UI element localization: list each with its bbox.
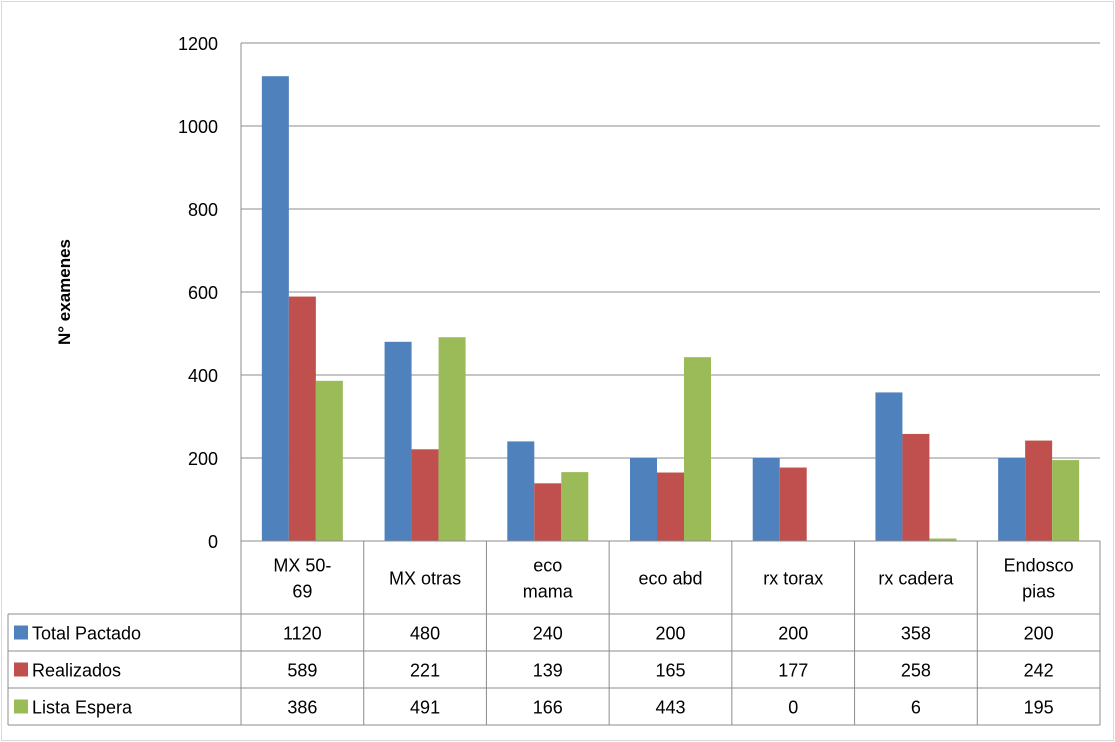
bar [929, 538, 957, 541]
data-label: 443 [655, 698, 685, 718]
data-label: 200 [778, 624, 808, 644]
x-tick-label: mama [523, 582, 574, 602]
x-tick-label: rx cadera [878, 569, 954, 589]
data-label: 358 [901, 624, 931, 644]
y-tick-label: 1000 [178, 117, 218, 137]
bar [507, 441, 535, 541]
x-tick-label: eco [533, 556, 562, 576]
bar [288, 296, 316, 541]
bar [411, 449, 439, 541]
data-label: 195 [1024, 698, 1054, 718]
data-label: 200 [655, 624, 685, 644]
data-label: 0 [788, 698, 798, 718]
bar [875, 392, 903, 541]
bar [534, 483, 562, 541]
bars [261, 76, 1080, 541]
data-label: 6 [911, 698, 921, 718]
data-label: 165 [655, 661, 685, 681]
bar [315, 380, 343, 541]
bar [779, 467, 807, 541]
data-label: 200 [1024, 624, 1054, 644]
data-label: 1120 [283, 624, 322, 644]
bar [752, 458, 780, 541]
x-tick-label: rx torax [763, 569, 823, 589]
bar [630, 458, 657, 541]
bar [384, 341, 412, 541]
data-label: 386 [287, 698, 317, 718]
x-tick-label: MX 50- [273, 556, 331, 576]
data-label: 139 [533, 661, 563, 681]
legend-key [14, 625, 28, 640]
bar [998, 458, 1026, 541]
data-label: 221 [410, 661, 440, 681]
legend-label: Lista Espera [32, 698, 133, 718]
y-tick-label: 800 [188, 200, 218, 220]
bar [561, 472, 589, 541]
y-tick-label: 400 [188, 366, 218, 386]
legend-key [14, 699, 28, 714]
data-label: 166 [533, 698, 563, 718]
x-tick-label: 69 [292, 582, 312, 602]
bar [1052, 460, 1080, 541]
data-label: 258 [901, 661, 931, 681]
data-label: 491 [410, 698, 440, 718]
data-label: 480 [410, 624, 440, 644]
y-tick-label: 0 [208, 532, 218, 552]
y-axis-label: N° examenes [55, 239, 74, 345]
y-tick-label: 600 [188, 283, 218, 303]
data-label: 242 [1024, 661, 1054, 681]
data-table: MX 50- 69 MX otras eco mama eco abd rx torax rx… [7, 540, 1101, 726]
x-tick-label: eco abd [638, 569, 702, 589]
x-tick-label: Endosco [1004, 556, 1074, 576]
legend-key [14, 662, 28, 677]
bar [261, 76, 289, 541]
y-tick-label: 200 [188, 449, 218, 469]
bar [657, 472, 684, 541]
data-label: 240 [533, 624, 563, 644]
legend-label: Total Pactado [32, 624, 141, 644]
bar [902, 433, 930, 541]
x-tick-label: pias [1022, 582, 1055, 602]
gridlines [241, 42, 1100, 459]
bar [684, 357, 711, 541]
y-tick-label: 1200 [178, 34, 218, 54]
x-tick-label: MX otras [389, 569, 461, 589]
data-label: 177 [778, 661, 808, 681]
legend-label: Realizados [32, 661, 121, 681]
y-tick-labels: 0 200 400 600 800 1000 1200 [178, 34, 218, 552]
bar [438, 337, 466, 541]
bar [1025, 440, 1053, 541]
data-label: 589 [287, 661, 317, 681]
